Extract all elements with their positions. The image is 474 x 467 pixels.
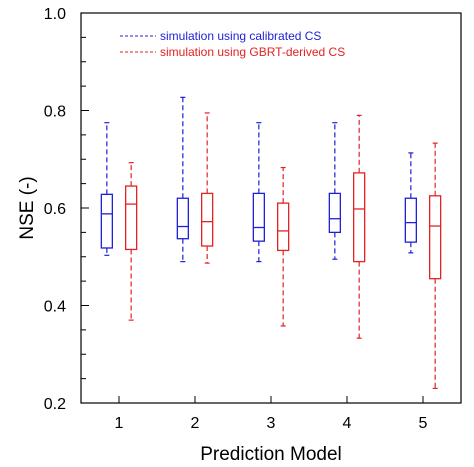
iqr-box [201,192,214,247]
iqr-box [429,195,442,280]
box-series-2-model-1 [125,162,138,321]
box-series-2-model-3 [277,166,290,327]
box-series-1-model-1 [100,122,113,256]
iqr-box [353,172,366,263]
y-tick-label: 0.2 [44,396,66,413]
legend-label-2: simulation using GBRT-derived CS [160,45,345,59]
box-series-1-model-5 [404,152,417,254]
box-series-1-model-3 [252,122,265,263]
iqr-box [125,185,138,251]
box-groups [100,96,442,389]
x-tick-label: 3 [267,415,276,432]
iqr-box [100,193,113,249]
x-tick-label: 5 [419,415,428,432]
y-tick-label: 0.6 [44,201,66,218]
box-series-2-model-5 [429,142,442,389]
box-series-2-model-2 [201,112,214,264]
y-axis-label: NSE (-) [17,176,38,239]
x-tick-label: 2 [191,415,200,432]
x-tick-label: 1 [115,415,124,432]
plot-frame [80,12,462,404]
box-series-1-model-4 [328,122,341,260]
legend: simulation using calibrated CS simulation… [120,29,345,59]
iqr-box [277,202,290,252]
iqr-box [328,192,341,234]
y-axis-ticks: 0.2 0.4 0.6 0.8 1.0 [44,6,89,413]
iqr-box [404,197,417,243]
y-tick-label: 0.8 [44,104,66,121]
y-tick-label: 0.4 [44,299,66,316]
x-axis-label: Prediction Model [200,444,342,465]
box-series-2-model-4 [353,114,366,339]
y-tick-label: 1.0 [44,6,66,23]
iqr-box [176,197,189,240]
box-series-1-model-2 [176,96,189,263]
iqr-box [252,192,265,242]
x-axis-ticks: 1 2 3 4 5 [115,396,428,432]
x-tick-label: 4 [343,415,352,432]
legend-label-1: simulation using calibrated CS [160,29,321,43]
